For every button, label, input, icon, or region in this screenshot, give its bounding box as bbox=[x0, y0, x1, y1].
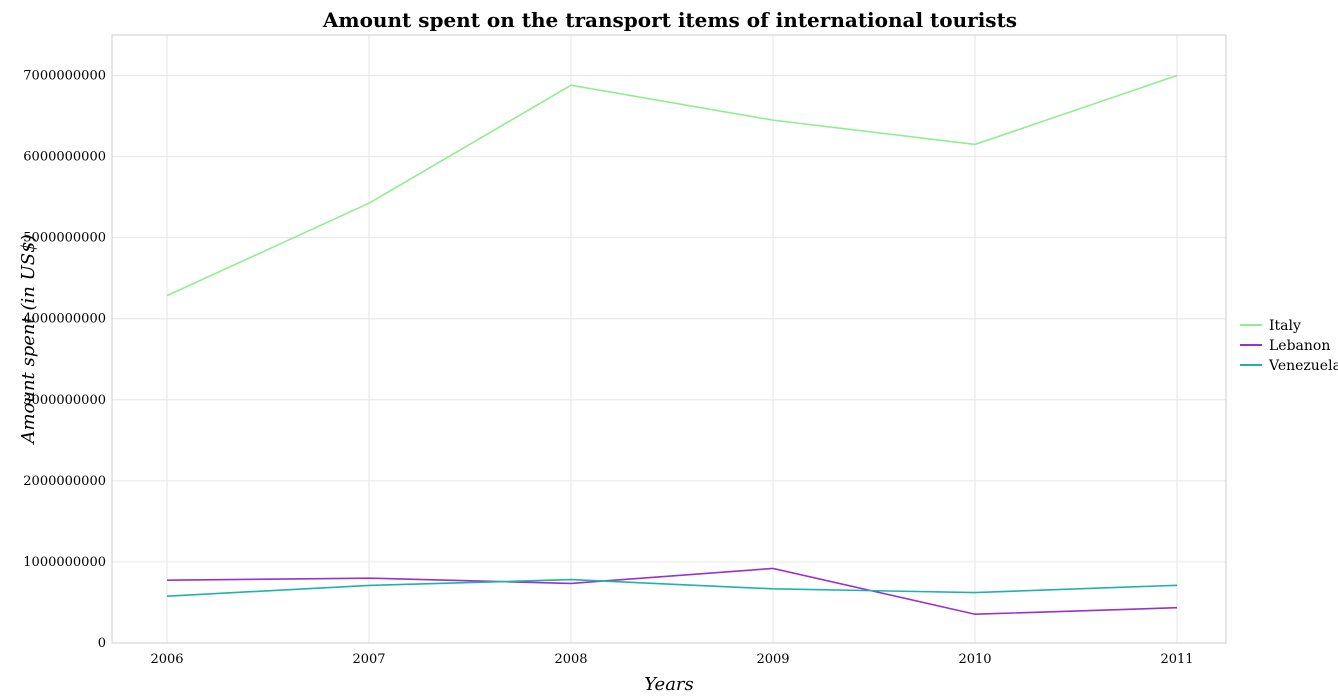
legend-label-italy: Italy bbox=[1269, 318, 1301, 334]
legend: Italy Lebanon Venezuela bbox=[1240, 318, 1338, 374]
y-tick-label: 2000000000 bbox=[23, 474, 106, 489]
y-tick-label: 1000000000 bbox=[23, 555, 106, 570]
x-axis-label: Years bbox=[644, 674, 694, 695]
y-tick-label: 4000000000 bbox=[23, 312, 106, 327]
x-axis: 2006 2007 2008 2009 2010 2011 bbox=[150, 652, 1193, 667]
y-tick-label: 0 bbox=[98, 636, 106, 651]
series-group bbox=[166, 74, 1178, 616]
x-tick-label: 2011 bbox=[1160, 652, 1193, 667]
y-tick-label: 5000000000 bbox=[23, 231, 106, 246]
grid bbox=[112, 35, 1226, 644]
legend-label-lebanon: Lebanon bbox=[1269, 338, 1330, 354]
y-tick-label: 7000000000 bbox=[23, 69, 106, 84]
y-tick-label: 3000000000 bbox=[23, 393, 106, 408]
y-axis: 0 1000000000 2000000000 3000000000 400000000… bbox=[23, 69, 106, 651]
y-axis-label: Amount spent (in US$) bbox=[18, 234, 39, 445]
x-tick-label: 2009 bbox=[756, 652, 789, 667]
x-tick-label: 2006 bbox=[150, 652, 183, 667]
chart-title: Amount spent on the transport items of i… bbox=[322, 8, 1017, 32]
x-tick-label: 2007 bbox=[352, 652, 385, 667]
legend-label-venezuela: Venezuela bbox=[1268, 358, 1338, 374]
series-line-italy bbox=[166, 74, 1178, 297]
y-tick-label: 6000000000 bbox=[23, 150, 106, 165]
series-line-venezuela bbox=[166, 578, 1178, 597]
series-line-lebanon bbox=[166, 567, 1178, 616]
plot-frame bbox=[111, 34, 1227, 644]
x-tick-label: 2010 bbox=[958, 652, 991, 667]
x-tick-label: 2008 bbox=[554, 652, 587, 667]
